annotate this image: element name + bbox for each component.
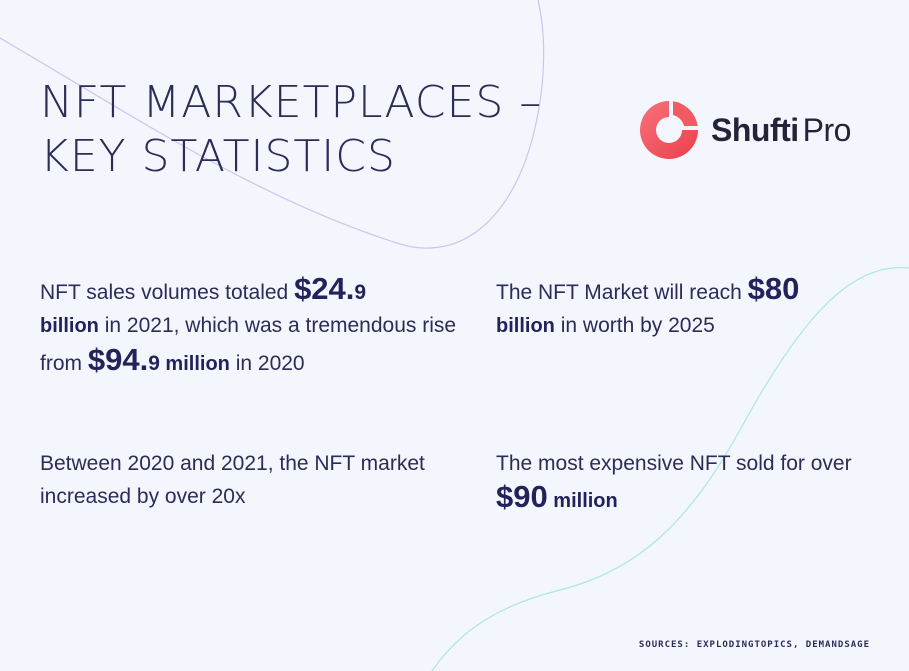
teal-curve	[431, 267, 909, 671]
shufti-pro-logo: Shufti Pro	[638, 96, 851, 164]
stat-value-decimal: 9	[354, 281, 367, 304]
stat-sales-volume: NFT sales volumes totaled $24.9 billion i…	[40, 272, 460, 381]
stat-value-24-9: $24.9	[294, 271, 366, 306]
stat-most-expensive-nft: The most expensive NFT sold for over $90…	[496, 447, 876, 518]
stat-text: The most expensive NFT sold for over	[496, 452, 852, 475]
stat-text: NFT sales volumes totaled	[40, 281, 295, 304]
stat-value-90: $90	[496, 479, 548, 514]
title-line-2: KEY STATISTICS	[40, 131, 396, 182]
stat-text: in 2021, which was a tremendous rise fro…	[40, 314, 457, 375]
stat-unit: billion	[40, 315, 99, 337]
stat-value-80: $80	[747, 271, 800, 306]
stat-market-forecast: The NFT Market will reach $80 billion in …	[496, 272, 876, 343]
stat-unit: billion	[496, 315, 555, 337]
logo-text-pro: Pro	[802, 111, 852, 148]
stat-value-decimal: 9	[148, 352, 160, 375]
purple-curve	[0, 0, 545, 249]
stat-text: Between 2020 and 2021, the NFT market in…	[40, 452, 425, 508]
stat-value-94-9: $94.9	[88, 342, 160, 377]
stat-value-main: $24.	[294, 271, 355, 306]
shufti-pro-logo-icon	[640, 101, 698, 159]
stat-value-main: $94.	[87, 342, 149, 377]
stat-text: The NFT Market will reach	[496, 281, 748, 304]
stat-text: in 2020	[229, 352, 305, 375]
stat-market-growth: Between 2020 and 2021, the NFT market in…	[40, 447, 460, 513]
stat-unit: million	[159, 353, 230, 375]
title-line-1: NFT MARKETPLACES –	[40, 77, 543, 128]
stat-unit: million	[547, 490, 618, 512]
sources-credit: SOURCES: EXPLODINGTOPICS, DEMANDSAGE	[638, 640, 870, 650]
page-title: NFT MARKETPLACES – KEY STATISTICS	[40, 76, 542, 184]
stat-text: in worth by 2025	[554, 314, 715, 337]
logo-wordmark: Shufti Pro	[711, 112, 851, 149]
logo-text-shufti: Shufti	[711, 111, 799, 148]
